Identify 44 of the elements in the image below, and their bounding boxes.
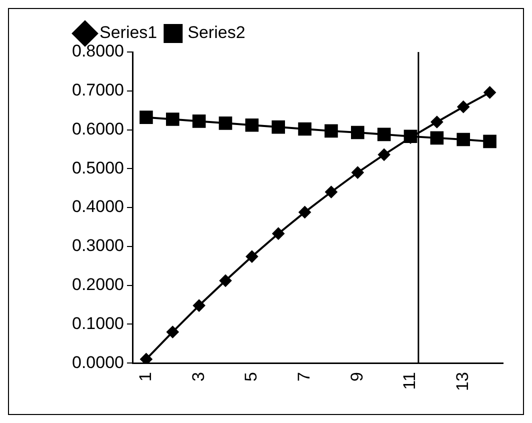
point bbox=[325, 186, 338, 198]
point bbox=[457, 100, 470, 113]
point bbox=[272, 228, 284, 240]
x-tick-label: 1 bbox=[136, 372, 155, 382]
y-tick-label: 0.1000 bbox=[72, 314, 124, 333]
y-tick-label: 0.4000 bbox=[72, 197, 124, 216]
point bbox=[140, 110, 153, 124]
x-tick-label: 5 bbox=[242, 372, 261, 382]
x-tick-label: 11 bbox=[400, 372, 420, 390]
point bbox=[350, 126, 364, 140]
point bbox=[219, 274, 232, 287]
point bbox=[272, 120, 286, 134]
point bbox=[298, 206, 311, 218]
y-tick-label: 0.2000 bbox=[72, 275, 124, 294]
point bbox=[166, 112, 180, 126]
y-tick-label: 0.8000 bbox=[72, 42, 124, 61]
y-tick-label: 0.5000 bbox=[72, 158, 124, 178]
y-tick-label: 0.6000 bbox=[72, 119, 124, 138]
legend-label: Series2 bbox=[188, 23, 246, 42]
point bbox=[193, 300, 206, 312]
point bbox=[430, 131, 444, 145]
point bbox=[484, 86, 496, 98]
point bbox=[324, 124, 338, 138]
point bbox=[456, 132, 470, 146]
x-tick-label: 7 bbox=[294, 372, 314, 382]
x-tick-label: 9 bbox=[347, 372, 366, 382]
point bbox=[140, 353, 152, 364]
point bbox=[377, 128, 391, 142]
x-tick-label: 13 bbox=[453, 372, 472, 392]
point bbox=[192, 114, 206, 128]
point bbox=[483, 134, 496, 148]
point bbox=[246, 250, 258, 263]
point bbox=[430, 116, 443, 128]
legend-label: Series1 bbox=[100, 23, 158, 42]
point bbox=[245, 118, 259, 132]
x-tick-label: 3 bbox=[188, 372, 208, 382]
point bbox=[166, 326, 179, 338]
point bbox=[218, 116, 232, 130]
point bbox=[298, 122, 312, 136]
y-tick-label: 0.0000 bbox=[72, 352, 124, 372]
point bbox=[352, 166, 364, 179]
y-tick-label: 0.7000 bbox=[72, 80, 124, 100]
point bbox=[378, 148, 390, 161]
y-tick-label: 0.3000 bbox=[72, 236, 124, 256]
